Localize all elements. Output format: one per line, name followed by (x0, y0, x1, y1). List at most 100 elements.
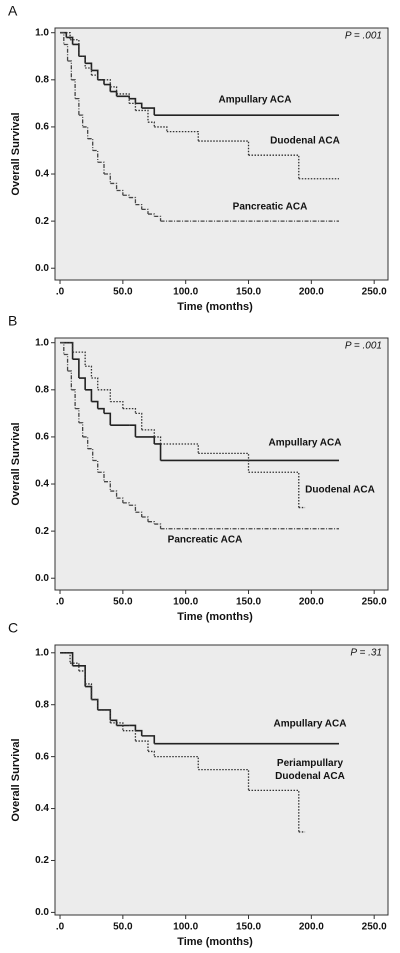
survival-step (97, 407, 105, 414)
survival-step (71, 389, 76, 409)
survival-step (147, 521, 155, 525)
survival-step (129, 97, 137, 104)
survival-step (104, 481, 111, 492)
survival-step (72, 351, 86, 367)
survival-step (104, 83, 112, 92)
x-tick-label: 200.0 (299, 922, 324, 933)
y-tick-label: 0.4 (35, 479, 49, 490)
series-label: Duodenal ACA (270, 135, 340, 147)
survival-step (66, 36, 74, 45)
x-tick-label: 250.0 (362, 922, 387, 933)
x-tick-label: 100.0 (173, 597, 198, 608)
survival-step (85, 685, 93, 700)
survival-step (110, 490, 118, 499)
survival-step (87, 138, 94, 151)
survival-step (82, 436, 89, 449)
survival-step (154, 436, 162, 444)
survival-step (129, 724, 137, 731)
y-tick-label: 0.2 (35, 526, 49, 537)
survival-step (154, 215, 162, 222)
x-axis-title: Time (months) (177, 301, 253, 313)
survival-step (85, 683, 93, 700)
survival-step (160, 443, 199, 454)
survival-step (60, 342, 65, 355)
survival-step (129, 196, 137, 205)
x-tick-label: 250.0 (362, 287, 387, 298)
survival-step (129, 102, 137, 111)
survival-step (135, 109, 149, 123)
x-tick-label: .0 (56, 922, 65, 933)
survival-step (92, 459, 99, 473)
survival-step (71, 79, 76, 99)
survival-step (67, 60, 72, 80)
survival-step (97, 389, 111, 402)
y-tick-label: 0.2 (35, 855, 49, 866)
survival-step (110, 722, 124, 731)
plot-area (54, 644, 389, 916)
survival-step (91, 698, 99, 710)
survival-step (104, 412, 112, 426)
survival-step (104, 173, 111, 184)
x-axis-title: Time (months) (177, 936, 253, 948)
x-tick-label: .0 (56, 287, 65, 298)
y-tick-label: 0.6 (35, 432, 49, 443)
survival-step (110, 90, 118, 97)
survival-step (67, 370, 72, 390)
survival-step (141, 208, 149, 215)
survival-step (116, 189, 124, 196)
survival-step (166, 130, 199, 142)
survival-step (147, 213, 155, 217)
y-axis-title: Overall Survival (10, 422, 22, 505)
survival-step (60, 652, 71, 664)
x-tick-label: 150.0 (236, 597, 261, 608)
y-tick-label: 0.6 (35, 122, 49, 133)
plot-area (54, 27, 389, 281)
y-tick-label: 0.2 (35, 216, 49, 227)
survival-step (72, 358, 80, 379)
survival-step (85, 365, 93, 379)
p-value: P = .001 (345, 341, 382, 352)
y-tick-label: 0.8 (35, 74, 49, 85)
survival-step (122, 502, 130, 506)
survival-step (135, 511, 143, 517)
x-tick-label: .0 (56, 597, 65, 608)
series-label: Ampullary ACA (268, 437, 342, 449)
y-tick-label: 0.0 (35, 263, 49, 274)
panel-label: A (8, 3, 18, 19)
survival-step (78, 114, 84, 127)
survival-step (87, 448, 94, 461)
survival-step (135, 412, 143, 430)
survival-step (198, 768, 250, 791)
survival-step (75, 98, 80, 116)
survival-step (154, 126, 168, 132)
survival-step (91, 69, 99, 80)
survival-step (129, 424, 137, 437)
x-tick-label: 250.0 (362, 597, 387, 608)
series-label: Duodenal ACA (305, 484, 375, 496)
series-label: Ampullary ACA (218, 94, 292, 106)
survival-step (97, 79, 111, 87)
y-axis-title: Overall Survival (10, 738, 22, 821)
x-tick-label: 50.0 (113, 922, 133, 933)
survival-step (63, 353, 69, 371)
survival-step (72, 664, 86, 687)
survival-step (110, 719, 118, 726)
x-tick-label: 50.0 (113, 597, 133, 608)
survival-step (141, 735, 156, 744)
x-tick-label: 50.0 (113, 287, 133, 298)
x-tick-label: 200.0 (299, 287, 324, 298)
survival-step (141, 516, 149, 522)
y-tick-label: 0.6 (35, 751, 49, 762)
panel-label: C (8, 620, 18, 636)
y-tick-label: 0.8 (35, 384, 49, 395)
survival-step (63, 43, 69, 61)
y-tick-label: 0.0 (35, 573, 49, 584)
series-label: Pancreatic ACA (232, 201, 308, 213)
series-label: Ampullary ACA (273, 718, 347, 730)
survival-step (110, 86, 118, 94)
survival-step (141, 429, 155, 437)
survival-step (78, 377, 86, 390)
x-tick-label: 100.0 (173, 922, 198, 933)
p-value: P = .001 (345, 31, 382, 42)
